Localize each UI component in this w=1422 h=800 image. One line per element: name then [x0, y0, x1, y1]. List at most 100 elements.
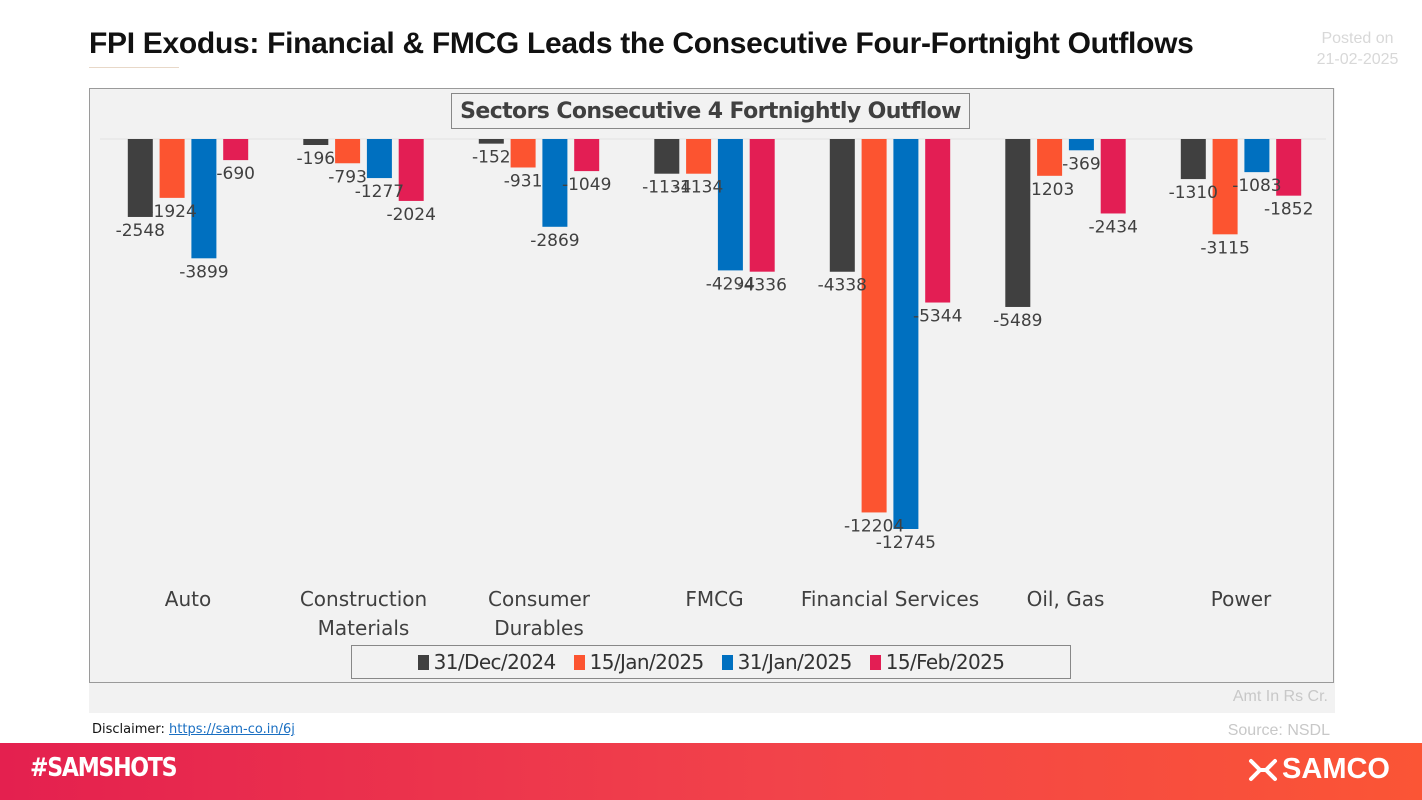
- data-label: -369: [1062, 154, 1101, 174]
- bar: [1100, 139, 1126, 214]
- bar: [925, 139, 951, 303]
- legend-label: 15/Feb/2025: [885, 650, 1005, 674]
- category-labels-group: Auto Construction Materials Consumer Durable…: [165, 587, 1272, 640]
- samco-swastik-icon: [1249, 758, 1278, 781]
- legend-item-15-jan-2025: 15/Jan/2025: [573, 650, 705, 674]
- chart-panel: [89, 88, 1335, 713]
- page-title: FPI Exodus: Financial & FMCG Leads the C…: [89, 27, 1194, 60]
- legend-item-31-jan-2025: 31/Jan/2025: [721, 650, 853, 674]
- category-label: Materials: [318, 616, 410, 640]
- data-label: -690: [216, 164, 255, 184]
- category-label: Financial Services: [801, 587, 979, 611]
- category-label: Power: [1211, 587, 1272, 611]
- posted-date-value: 21-02-2025: [1316, 51, 1399, 68]
- data-label: -793: [328, 167, 367, 187]
- bar: [510, 139, 536, 168]
- data-label: -3115: [1200, 238, 1249, 258]
- title-underline: [89, 67, 179, 68]
- posted-label: Posted on: [1321, 30, 1394, 47]
- data-label: -196: [297, 149, 336, 169]
- bar: [749, 139, 775, 272]
- data-label: -1924: [147, 202, 196, 222]
- data-labels-group: -2548-1924 -3899 -690 -196-793-1277 -2024 -15…: [116, 148, 1314, 553]
- chart-legend: 31/Dec/2024 15/Jan/2025 31/Jan/2025 15/F…: [351, 645, 1071, 679]
- bar: [398, 139, 424, 201]
- legend-label: 31/Jan/2025: [737, 650, 853, 674]
- disclaimer-label: Disclaimer:: [92, 722, 165, 737]
- bar: [1212, 139, 1238, 235]
- amount-unit-note: Amt In Rs Cr.: [1232, 688, 1328, 705]
- bar: [893, 139, 919, 529]
- data-label: -4336: [737, 276, 786, 296]
- bar: [686, 139, 712, 174]
- legend-swatch: [721, 654, 733, 670]
- chart-area: [89, 88, 1334, 683]
- legend-swatch: [417, 654, 429, 670]
- data-label: -1134: [642, 178, 691, 198]
- data-label: -1049: [562, 175, 611, 195]
- bar: [191, 139, 217, 259]
- legend-item-15-feb-2025: 15/Feb/2025: [869, 650, 1005, 674]
- bar: [478, 139, 504, 144]
- footer-banner: #SAMSHOTS SAMCO: [0, 743, 1422, 800]
- data-label: -4338: [818, 276, 867, 296]
- data-label: -4294: [706, 274, 755, 294]
- legend-swatch: [573, 654, 585, 670]
- bar: [303, 139, 329, 145]
- data-label: -2434: [1088, 217, 1137, 237]
- bar: [1068, 139, 1094, 151]
- brand-name: SAMCO: [1282, 753, 1390, 785]
- data-label: -5344: [913, 307, 962, 327]
- data-label: -5489: [993, 311, 1042, 331]
- bar: [1276, 139, 1302, 196]
- bar: [574, 139, 600, 172]
- bar: [829, 139, 855, 272]
- data-label: -1277: [355, 182, 404, 202]
- data-label: -1083: [1232, 176, 1281, 196]
- category-label: Construction: [300, 587, 427, 611]
- posted-date: Posted on 21-02-2025: [1300, 28, 1415, 70]
- bar: [542, 139, 568, 227]
- source-note: Source: NSDL: [1227, 722, 1330, 739]
- data-label: -1203: [1025, 180, 1074, 200]
- samco-logo: SAMCO: [1248, 753, 1390, 786]
- bar: [861, 139, 887, 513]
- data-label: -152: [472, 148, 511, 168]
- legend-label: 15/Jan/2025: [589, 650, 705, 674]
- bar: [654, 139, 680, 174]
- data-label: -12204: [844, 516, 904, 536]
- bar: [1180, 139, 1206, 180]
- data-label: -931: [504, 171, 543, 191]
- bar: [127, 139, 153, 217]
- bars-group: [127, 139, 1302, 529]
- data-label: -2869: [530, 231, 579, 251]
- legend-item-31-dec-2024: 31/Dec/2024: [417, 650, 557, 674]
- legend-swatch: [869, 654, 881, 670]
- bar: [717, 139, 743, 271]
- bar: [223, 139, 249, 161]
- data-label: -2548: [116, 221, 165, 241]
- hashtag: #SAMSHOTS: [30, 753, 178, 783]
- chart-title: Sectors Consecutive 4 Fortnightly Outflo…: [451, 93, 970, 129]
- bar: [159, 139, 185, 198]
- bar: [366, 139, 392, 179]
- category-label: Durables: [494, 616, 584, 640]
- data-label: -1852: [1264, 200, 1313, 220]
- category-label: FMCG: [685, 587, 743, 611]
- disclaimer: Disclaimer: https://sam-co.in/6j: [92, 722, 295, 737]
- bar: [1037, 139, 1063, 176]
- bar: [1244, 139, 1270, 173]
- category-label: Consumer: [488, 587, 591, 611]
- data-label: -12745: [876, 533, 936, 553]
- category-label: Oil, Gas: [1027, 587, 1105, 611]
- legend-label: 31/Dec/2024: [433, 650, 557, 674]
- data-label: -1310: [1169, 183, 1218, 203]
- bar: [1005, 139, 1031, 307]
- data-label: -3899: [179, 262, 228, 282]
- data-label: -1134: [674, 178, 723, 198]
- data-label: -2024: [386, 205, 435, 225]
- bar: [335, 139, 361, 164]
- category-label: Auto: [165, 587, 211, 611]
- disclaimer-link[interactable]: https://sam-co.in/6j: [169, 722, 295, 737]
